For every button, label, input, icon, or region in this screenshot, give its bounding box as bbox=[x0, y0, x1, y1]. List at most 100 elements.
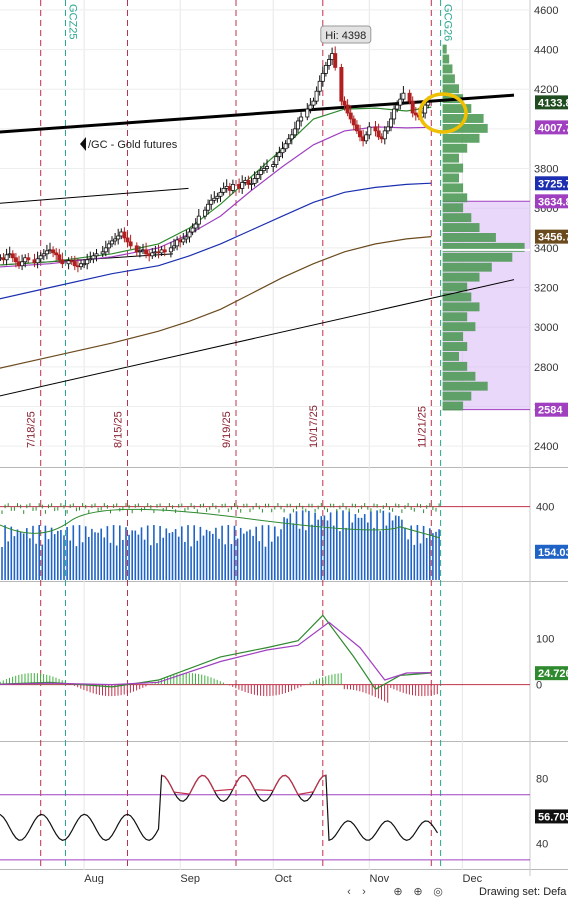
macd-flag bbox=[535, 666, 568, 681]
price-tick-label: 3400 bbox=[534, 243, 558, 255]
volume-bar bbox=[202, 535, 205, 580]
volume-bar bbox=[419, 543, 422, 580]
price-tick-label: 4600 bbox=[534, 5, 558, 17]
volume-profile-bar bbox=[442, 371, 476, 381]
candle-body bbox=[10, 253, 15, 259]
event-date-label: 10/17/25 bbox=[308, 405, 320, 448]
month-label: Nov bbox=[370, 873, 390, 884]
candle-body bbox=[202, 209, 207, 217]
candle-body bbox=[348, 112, 353, 120]
price-flag-label: 2584 bbox=[538, 405, 563, 417]
candle-body bbox=[410, 100, 415, 114]
candle-body bbox=[193, 223, 198, 229]
candle-body bbox=[342, 100, 347, 106]
trendline bbox=[0, 279, 515, 397]
candle-body bbox=[277, 152, 282, 158]
candle-body bbox=[299, 116, 304, 122]
volume-bar bbox=[150, 545, 152, 580]
candle-body bbox=[106, 243, 111, 249]
volume-bar bbox=[63, 535, 65, 580]
volume-bar bbox=[10, 526, 13, 580]
moving-average-ma-long bbox=[0, 182, 432, 300]
month-label: Aug bbox=[84, 873, 104, 884]
volume-bar bbox=[301, 510, 304, 580]
volume-flag-label: 154.03 bbox=[538, 547, 568, 559]
volume-bar bbox=[360, 517, 363, 580]
price-flag-label: 3456.7 bbox=[538, 232, 568, 244]
volume-bar bbox=[75, 546, 78, 580]
price-tick-label: 3200 bbox=[534, 283, 558, 295]
candle-body bbox=[221, 187, 226, 193]
volume-bar bbox=[103, 537, 106, 580]
volume-profile-bar bbox=[442, 282, 468, 292]
volume-bar bbox=[425, 537, 428, 580]
volume-profile-bar bbox=[442, 361, 468, 371]
volume-profile-bar bbox=[442, 381, 488, 391]
volume-bar bbox=[196, 540, 199, 580]
volume-bar bbox=[314, 512, 316, 580]
candle-body bbox=[4, 254, 9, 261]
volume-profile-bar bbox=[442, 312, 468, 322]
candle-body bbox=[255, 174, 260, 179]
volume-bar bbox=[69, 540, 71, 580]
volume-bar bbox=[243, 533, 245, 580]
candle-body bbox=[51, 249, 56, 254]
candle-body bbox=[426, 101, 431, 106]
volume-bar bbox=[143, 539, 146, 580]
candle-body bbox=[125, 237, 130, 243]
volume-profile-bar bbox=[442, 242, 525, 252]
candle-body bbox=[57, 254, 62, 261]
scroll-right-button[interactable]: › bbox=[362, 886, 366, 898]
price-flag bbox=[535, 176, 568, 191]
candle-body bbox=[264, 166, 269, 169]
collapse-arrow-icon bbox=[80, 137, 86, 151]
candle-body bbox=[116, 235, 121, 240]
price-tick-label: 3000 bbox=[534, 322, 558, 334]
crosshair-icon[interactable]: ⊕ bbox=[413, 886, 423, 898]
candle-body bbox=[240, 182, 245, 189]
candle-body bbox=[20, 261, 25, 267]
candle-body bbox=[333, 53, 338, 68]
volume-bar bbox=[398, 516, 400, 580]
volume-bar bbox=[78, 525, 81, 580]
volume-bar bbox=[280, 529, 282, 580]
volume-profile-bar bbox=[442, 233, 496, 242]
volume-bar bbox=[13, 536, 16, 580]
volume-bar bbox=[221, 525, 223, 580]
volume-profile-bar bbox=[442, 342, 468, 351]
price-tick-label: 2800 bbox=[534, 362, 558, 374]
volume-bar bbox=[208, 531, 211, 580]
candle-body bbox=[41, 253, 46, 257]
volume-bar bbox=[320, 516, 323, 580]
candle-body bbox=[385, 126, 390, 132]
volume-profile-bar bbox=[442, 84, 459, 94]
rsi-flag-label: 56.705 bbox=[538, 811, 568, 823]
volume-bar bbox=[109, 542, 112, 580]
volume-bar bbox=[137, 534, 140, 580]
candle-body bbox=[311, 100, 316, 106]
volume-bar bbox=[323, 515, 326, 580]
candle-body bbox=[162, 249, 167, 253]
volume-profile-bar bbox=[442, 133, 480, 143]
zoom-icon[interactable]: ⊕ bbox=[393, 886, 403, 898]
scroll-left-button[interactable]: ‹ bbox=[347, 886, 351, 898]
volume-bar bbox=[22, 533, 25, 580]
month-label: Sep bbox=[180, 873, 200, 884]
contract-roll-label: GCZ25 bbox=[67, 4, 79, 39]
volume-bar bbox=[292, 523, 295, 580]
drawing-set-label[interactable]: Drawing set: Defa bbox=[479, 886, 567, 898]
macd-flag-label: 24.726 bbox=[538, 668, 568, 680]
volume-bar bbox=[233, 525, 236, 580]
volume-bar bbox=[283, 517, 285, 580]
candle-body bbox=[246, 180, 251, 185]
volume-bar bbox=[367, 522, 369, 580]
month-label: Oct bbox=[275, 873, 292, 884]
volume-bar bbox=[326, 520, 329, 580]
volume-bar bbox=[60, 529, 62, 580]
target-icon[interactable]: ◎ bbox=[433, 886, 443, 898]
volume-bar bbox=[264, 546, 267, 580]
candle-body bbox=[314, 90, 319, 102]
volume-bar bbox=[32, 525, 34, 580]
